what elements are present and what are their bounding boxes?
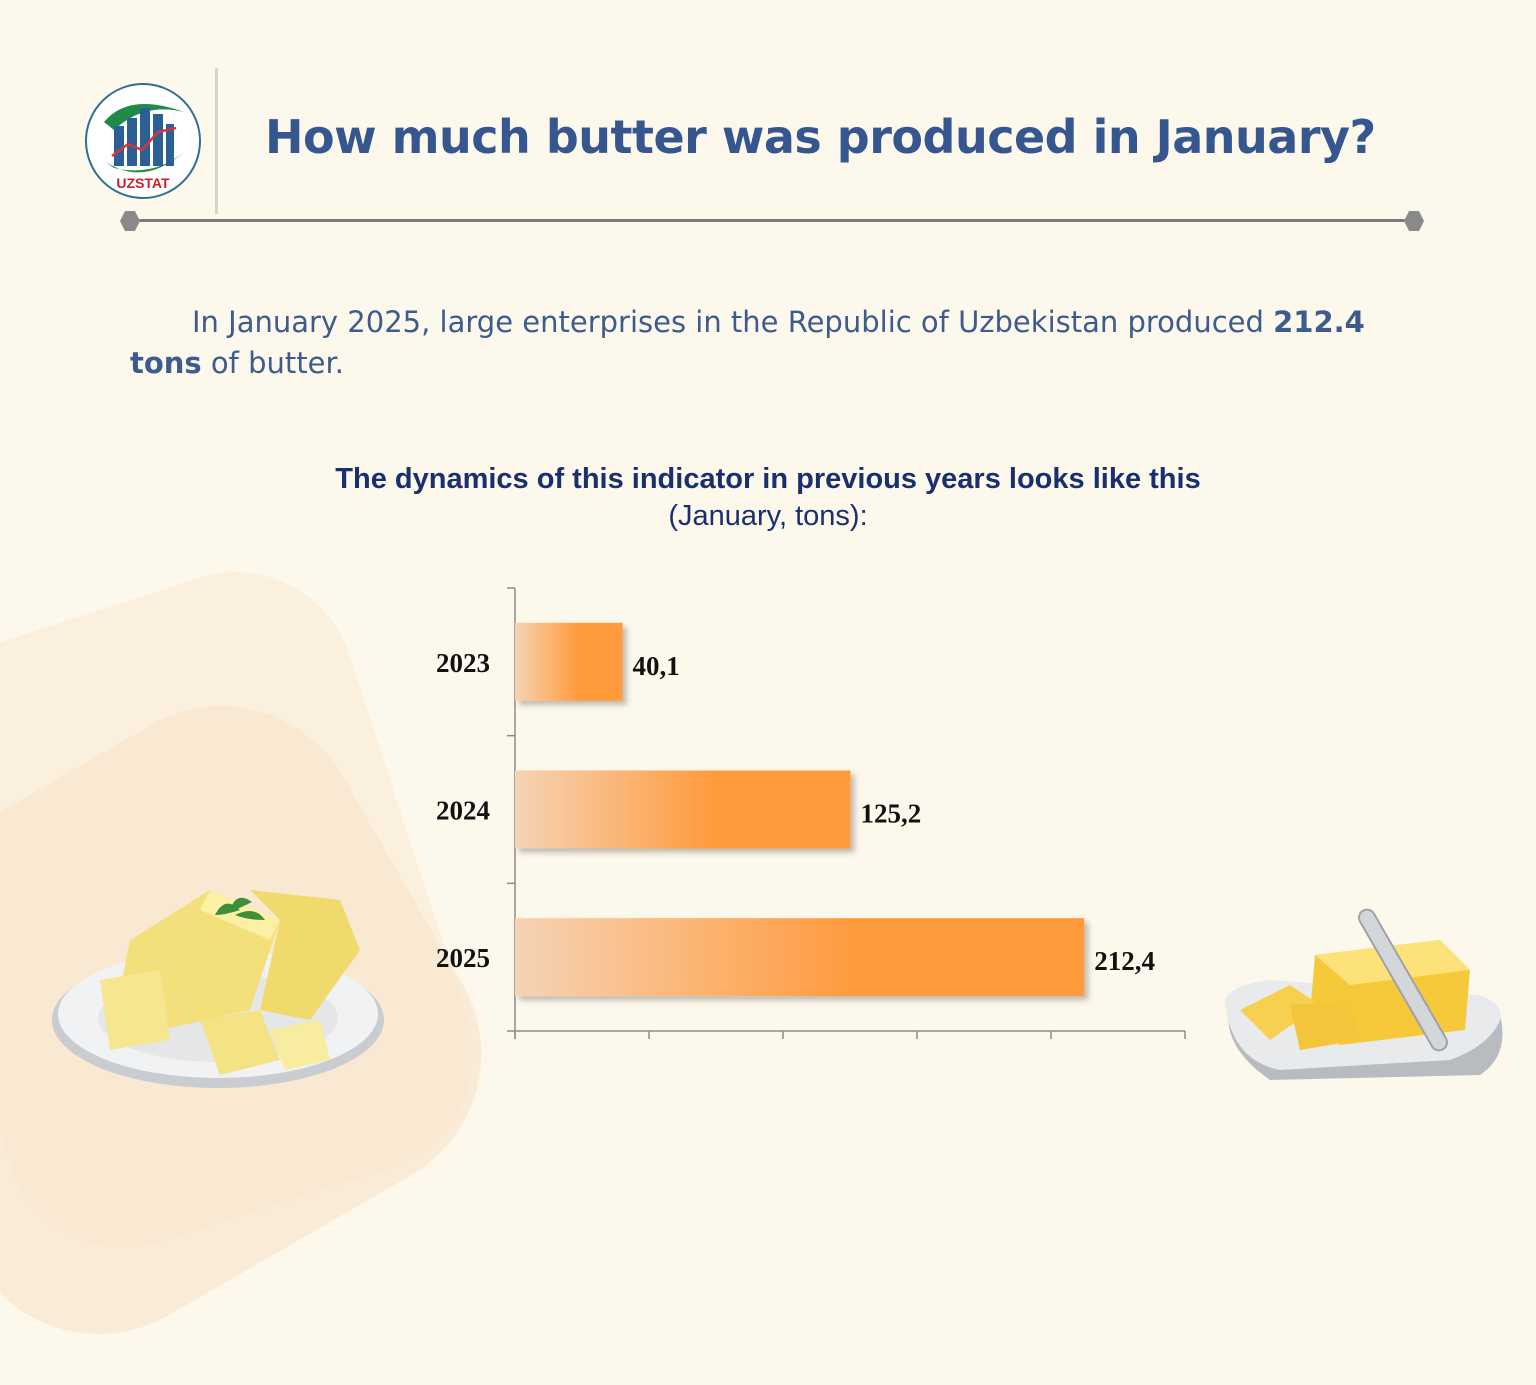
underline-end-right — [1404, 211, 1424, 231]
intro-paragraph: In January 2025, large enterprises in th… — [130, 302, 1370, 384]
intro-text: In January 2025, large enterprises in th… — [192, 305, 1264, 339]
uzstat-logo: UZSTAT — [85, 83, 201, 199]
header-divider — [215, 68, 218, 214]
chart-subtitle: (January, tons): — [668, 500, 868, 532]
intro-text-end: of butter. — [210, 346, 344, 380]
butter-plate-image — [52, 890, 384, 1088]
value-label-2023: 40,1 — [632, 651, 679, 681]
chart-title: The dynamics of this indicator in previo… — [335, 463, 1201, 495]
category-label-2023: 2023 — [436, 648, 490, 678]
bar-2025 — [515, 918, 1085, 997]
value-label-2024: 125,2 — [861, 799, 922, 829]
category-label-2025: 2025 — [436, 943, 490, 973]
intro-highlight: 212.4 tons — [130, 305, 1365, 380]
butter-dish-image — [1225, 908, 1503, 1080]
bar-2023 — [515, 622, 623, 701]
bar-chart: 2023 40,1 2024 125,2 2025 212,4 — [436, 587, 1186, 1039]
page-title: How much butter was produced in January? — [265, 110, 1376, 164]
category-label-2024: 2024 — [436, 796, 490, 826]
underline-end-left — [120, 211, 140, 231]
title-underline — [130, 219, 1414, 222]
logo-text: UZSTAT — [116, 175, 170, 191]
chart-bars — [515, 622, 1085, 997]
value-label-2025: 212,4 — [1094, 946, 1155, 976]
chart-labels: 2023 40,1 2024 125,2 2025 212,4 — [436, 648, 1155, 976]
bar-2024 — [515, 770, 851, 849]
